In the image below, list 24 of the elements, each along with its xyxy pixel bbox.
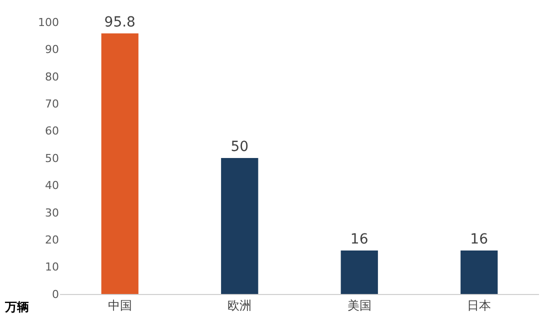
x-tick-label: 日本 — [467, 298, 492, 312]
y-axis-title: 万辆 — [4, 300, 29, 314]
y-tick-label: 90 — [45, 43, 59, 56]
x-tick-label: 美国 — [347, 298, 372, 312]
data-label: 16 — [470, 231, 488, 248]
data-label: 16 — [350, 231, 368, 248]
y-tick-label: 40 — [45, 179, 59, 192]
y-tick-label: 70 — [45, 97, 59, 110]
y-tick-label: 100 — [38, 16, 59, 29]
bar — [460, 250, 498, 294]
bar — [101, 33, 138, 294]
x-tick-label: 欧洲 — [228, 298, 252, 312]
y-tick-label: 60 — [45, 124, 59, 138]
bar — [340, 250, 378, 294]
x-tick-label: 中国 — [108, 298, 132, 312]
y-tick-label: 0 — [52, 288, 59, 301]
data-label: 95.8 — [104, 14, 136, 30]
y-tick-label: 30 — [45, 206, 59, 220]
y-tick-label: 50 — [45, 152, 59, 165]
y-tick-label: 20 — [45, 233, 59, 246]
y-tick-label: 80 — [45, 70, 59, 84]
bar — [221, 158, 258, 294]
y-tick-label: 10 — [45, 260, 59, 274]
data-label: 50 — [230, 139, 249, 155]
